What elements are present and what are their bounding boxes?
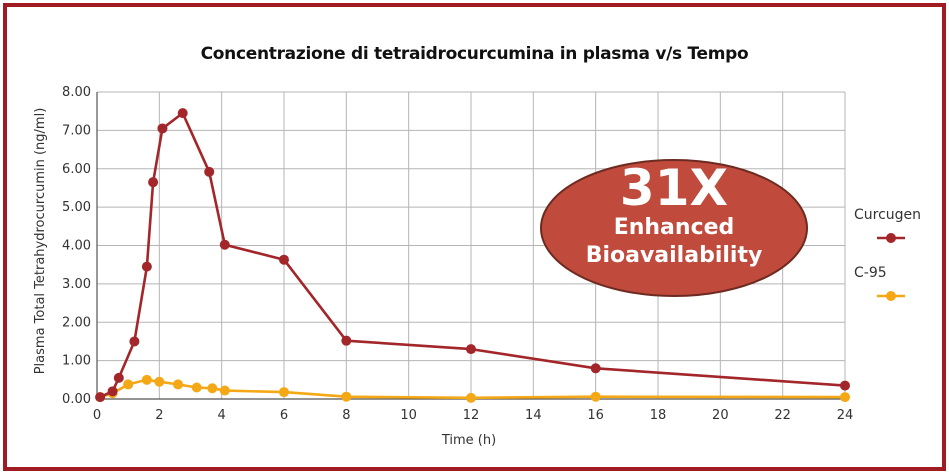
x-tick-label: 12: [463, 408, 480, 423]
legend: Curcugen C-95: [854, 207, 921, 301]
curcugen-point: [113, 372, 124, 383]
series-curcugen: [95, 108, 850, 403]
y-tick-label: 8.00: [62, 85, 91, 100]
x-tick-label: 16: [587, 408, 604, 423]
c-95-point: [123, 379, 134, 390]
bioavailability-badge: 31X Enhanced Bioavailability: [540, 159, 808, 297]
legend-marker: [886, 233, 896, 243]
legend-label: Curcugen: [854, 207, 921, 223]
c-95-point: [341, 391, 352, 402]
x-tick-label: 10: [400, 408, 417, 423]
series-c-95: [95, 374, 850, 403]
curcugen-point: [279, 254, 289, 265]
x-tick-label: 18: [650, 408, 667, 423]
y-tick-label: 5.00: [62, 200, 91, 215]
y-tick-label: 2.00: [62, 315, 91, 330]
curcugen-point: [466, 344, 476, 355]
chart-title: Concentrazione di tetraidrocurcumina in …: [200, 44, 749, 64]
c-95-point: [279, 387, 289, 398]
c-95-point: [590, 391, 601, 402]
x-axis-ticks: 0 2 4 6 8 10 12 14 16 18 20 22 24: [93, 408, 853, 423]
y-tick-label: 7.00: [62, 123, 91, 138]
y-axis-label: Plasma Total Tetrahydrocurcumin (ng/ml): [33, 108, 48, 375]
x-tick-label: 20: [712, 408, 729, 423]
badge-line-enhanced: Enhanced: [614, 215, 735, 240]
x-tick-label: 8: [342, 408, 350, 423]
curcugen-point: [341, 335, 352, 346]
y-tick-label: 0.00: [62, 392, 91, 407]
legend-marker: [886, 291, 896, 301]
c-95-point: [207, 383, 218, 394]
x-tick-label: 22: [774, 408, 791, 423]
legend-label: C-95: [854, 265, 887, 281]
c-95-point: [840, 392, 850, 403]
curcugen-point: [219, 239, 230, 250]
legend-item-c-95: C-95: [854, 265, 905, 301]
x-axis-label: Time (h): [441, 433, 496, 448]
curcugen-point: [129, 336, 140, 347]
curcugen-point: [590, 363, 601, 374]
badge-multiplier: 31X: [620, 159, 728, 217]
x-tick-label: 6: [280, 408, 288, 423]
legend-item-curcugen: Curcugen: [854, 207, 921, 243]
badge-line-bioavailability: Bioavailability: [586, 243, 763, 268]
curcugen-point: [141, 261, 152, 272]
curcugen-point: [204, 166, 215, 177]
x-tick-label: 2: [155, 408, 163, 423]
y-tick-label: 1.00: [62, 354, 91, 369]
y-tick-label: 4.00: [62, 239, 91, 254]
curcugen-point: [157, 123, 168, 134]
y-axis-ticks: 0.00 1.00 2.00 3.00 4.00 5.00 6.00 7.00 8.00: [62, 85, 91, 407]
series: [95, 108, 850, 403]
c-95-point: [191, 382, 202, 393]
x-tick-label: 14: [525, 408, 542, 423]
curcugen-point: [107, 386, 118, 397]
curcugen-point: [840, 380, 850, 391]
y-tick-label: 3.00: [62, 277, 91, 292]
curcugen-point: [148, 177, 159, 188]
x-tick-label: 0: [93, 408, 101, 423]
c-95-point: [141, 374, 152, 385]
c-95-point: [466, 392, 476, 403]
c-95-point: [219, 385, 230, 396]
x-tick-label: 4: [218, 408, 226, 423]
curcugen-point: [177, 108, 188, 119]
curcugen-point: [95, 392, 106, 403]
c-95-point: [154, 376, 165, 387]
x-tick-label: 24: [837, 408, 854, 423]
c-95-point: [173, 379, 184, 390]
y-tick-label: 6.00: [62, 162, 91, 177]
